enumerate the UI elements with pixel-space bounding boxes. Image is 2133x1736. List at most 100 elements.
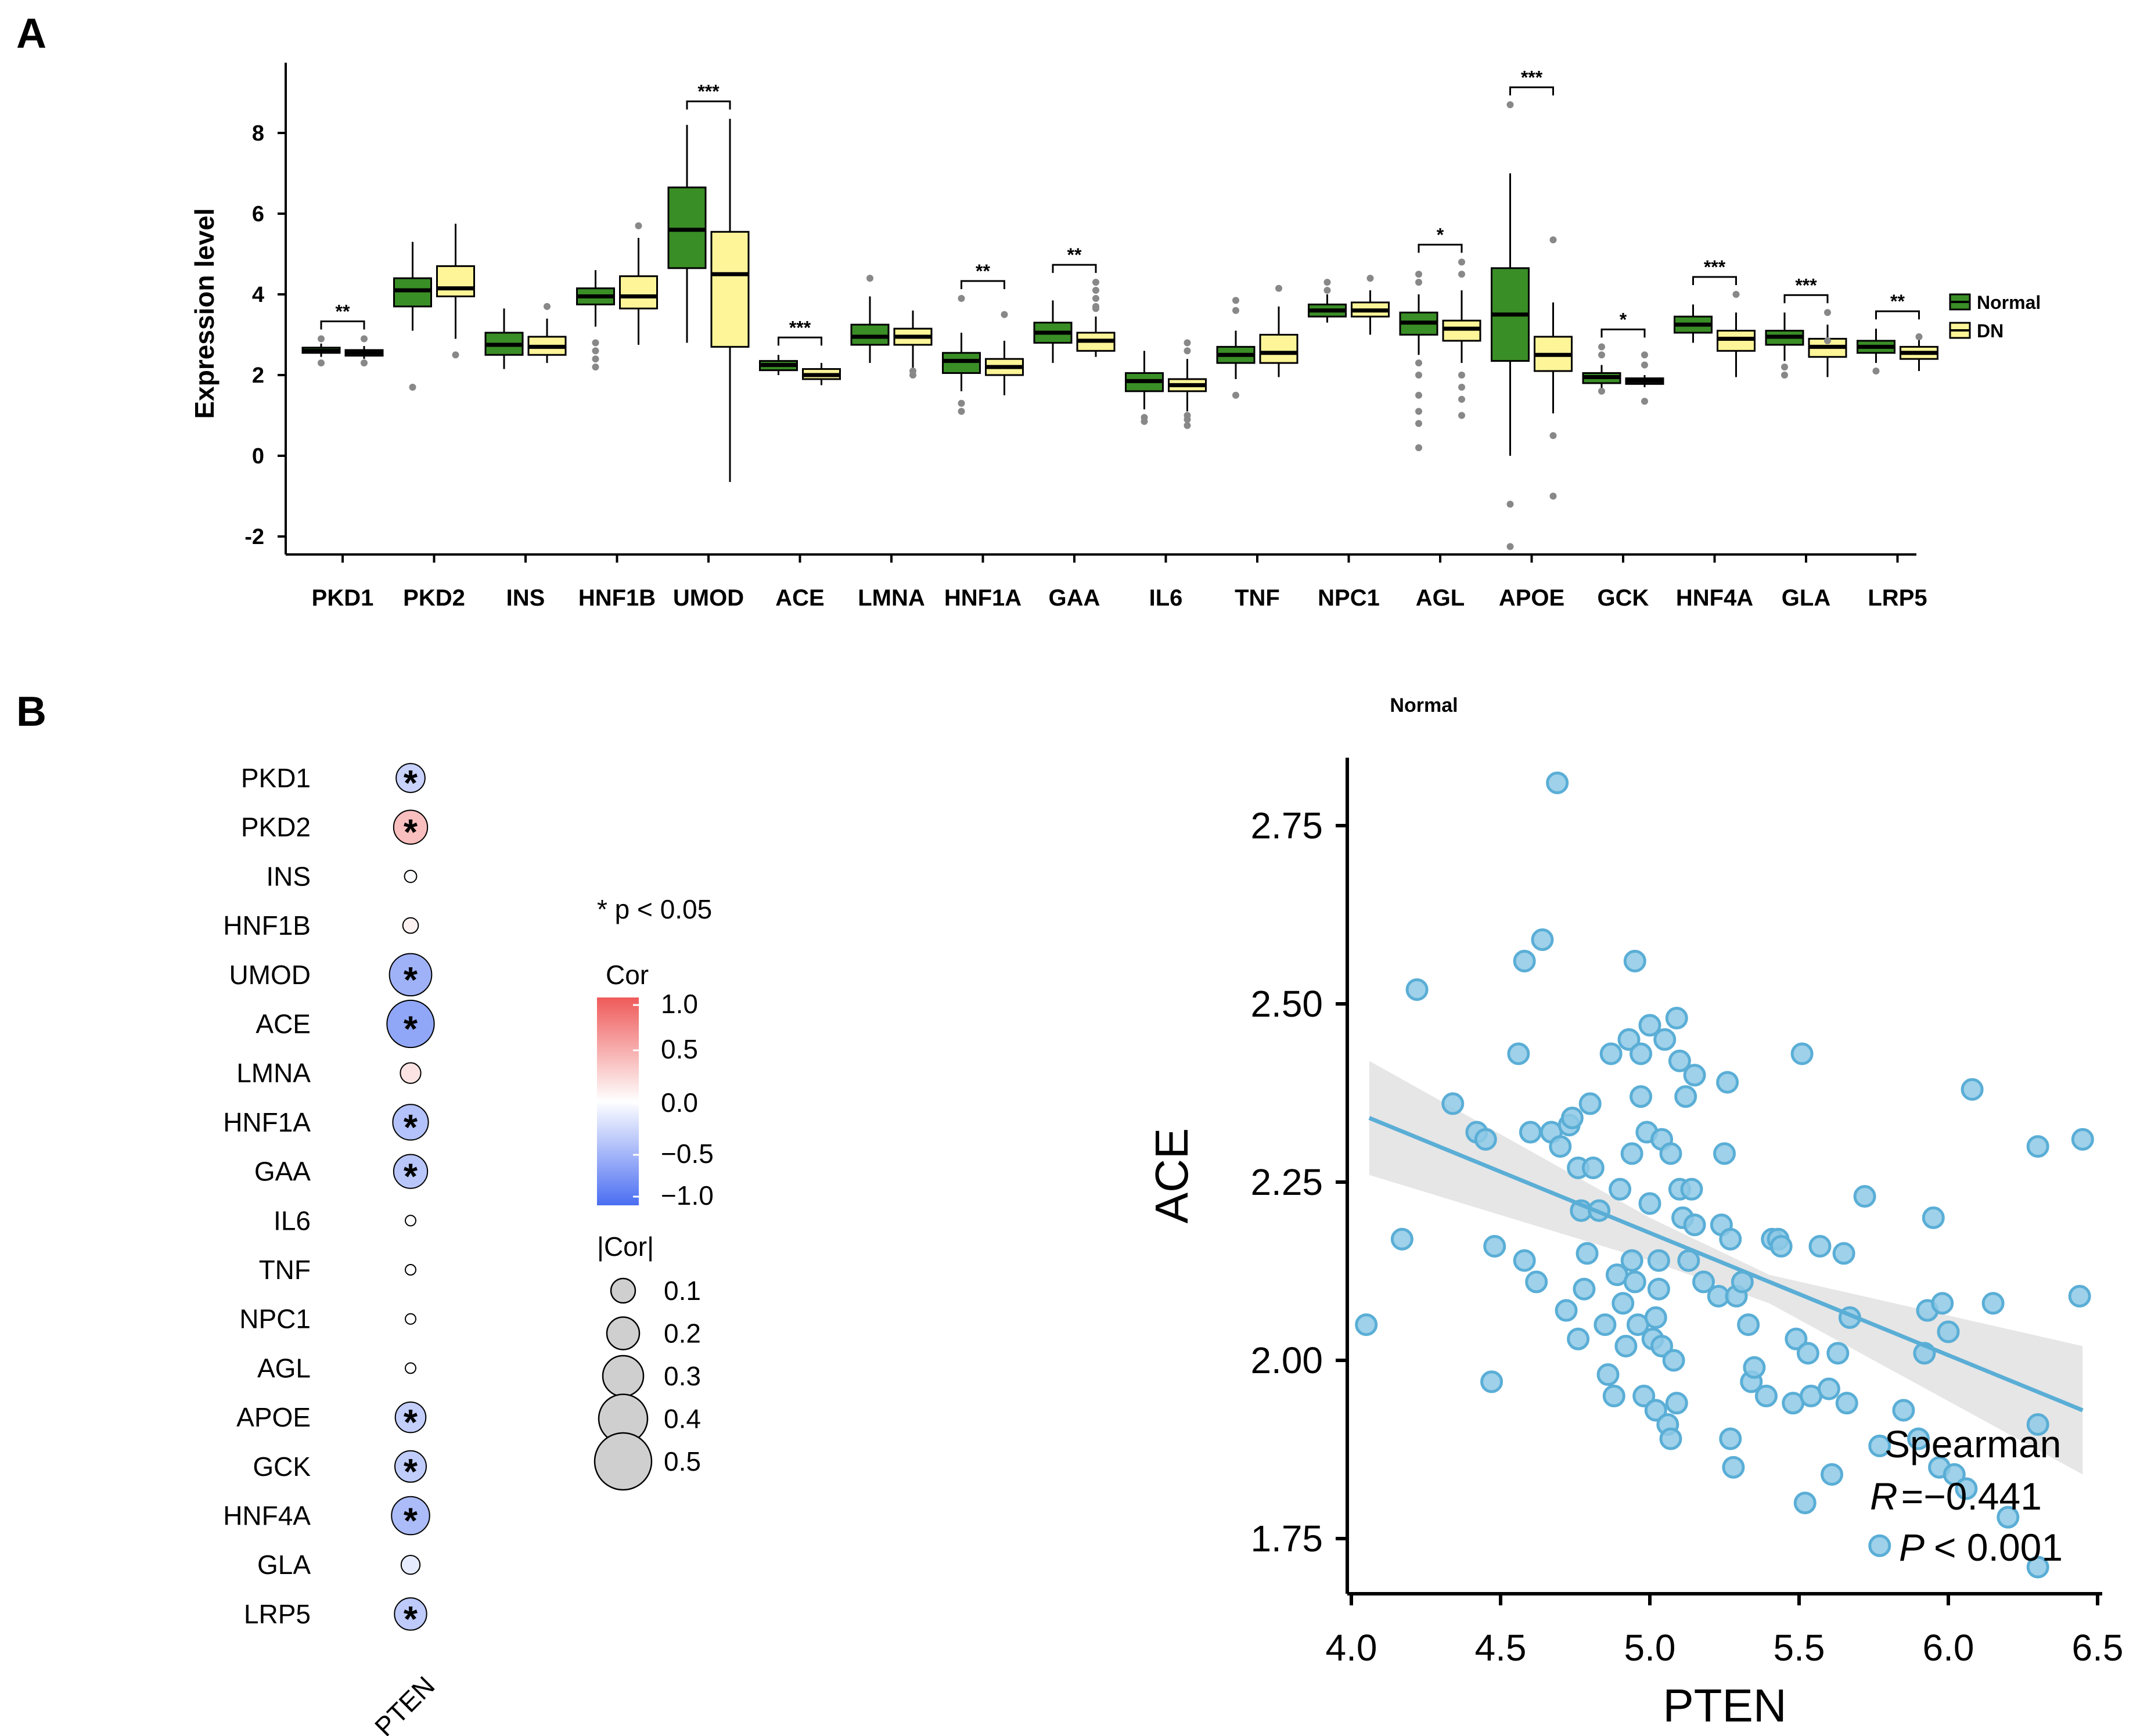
row-label: GCK: [253, 1452, 311, 1482]
scatter-point: [1623, 949, 1646, 973]
x-tick-label: 5.0: [1624, 1627, 1676, 1669]
correlation-dot: [391, 1496, 430, 1536]
x-tick-label: HNF1B: [578, 585, 656, 611]
scatter-point: [1665, 1392, 1688, 1415]
outlier-point: [1184, 347, 1191, 355]
color-tick-label: 0.5: [661, 1034, 698, 1064]
y-tick-label: 4: [252, 283, 264, 307]
scatter-x-axis-title: PTEN: [1663, 1680, 1786, 1731]
outlier-point: [866, 275, 873, 282]
size-legend-label: 0.3: [664, 1361, 701, 1391]
row-label: PKD1: [241, 763, 311, 793]
scatter-point: [1659, 1142, 1682, 1165]
row-label: HNF1B: [223, 910, 311, 941]
outlier-point: [1458, 258, 1465, 266]
x-tick-label: ACE: [775, 585, 824, 611]
outlier-point: [1415, 279, 1422, 286]
outlier-point: [1415, 420, 1422, 427]
scatter-point: [1638, 1014, 1661, 1037]
outlier-point: [452, 351, 459, 359]
outlier-point: [1872, 368, 1880, 375]
correlation-dot: [392, 1104, 429, 1141]
method-label: Spearman: [1884, 1422, 2062, 1465]
outlier-point: [1458, 395, 1465, 403]
scatter-point: [1716, 1071, 1739, 1094]
scatter-point: [1808, 1235, 1832, 1258]
x-tick-label: 6.5: [2072, 1627, 2124, 1669]
significance-bracket: [778, 336, 822, 346]
outlier-point: [1506, 500, 1514, 508]
outlier-point: [409, 383, 416, 391]
outlier-point: [909, 368, 916, 375]
scatter-point: [1650, 1334, 1674, 1357]
outlier-point: [1458, 372, 1465, 379]
color-tick-label: 0.0: [661, 1087, 698, 1118]
y-tick-label: 2.00: [1250, 1339, 1323, 1381]
significance-star: *: [404, 813, 418, 853]
outlier-point: [1232, 297, 1239, 304]
scatter-point: [1981, 1292, 2005, 1315]
scatter-point: [1480, 1370, 1503, 1393]
significance-note: * p < 0.05: [597, 894, 712, 924]
scatter-point: [1719, 1427, 1742, 1450]
scatter-point: [1507, 1042, 1530, 1065]
correlation-dot: [395, 763, 426, 793]
outlier-point: [1506, 543, 1514, 550]
scatter-point: [1525, 1270, 1548, 1294]
outlier-point: [1824, 337, 1831, 344]
scatter-point: [1474, 1128, 1497, 1151]
box-normal: [484, 308, 524, 369]
scatter-point: [2068, 1284, 2091, 1308]
x-tick-label: GLA: [1782, 585, 1830, 611]
significance-stars: **: [336, 301, 350, 322]
x-tick-label: PKD2: [403, 585, 465, 611]
outlier-point: [1598, 387, 1605, 395]
box-normal: [1125, 351, 1164, 425]
p-value: < 0.001: [1934, 1526, 2063, 1569]
x-tick-label: UMOD: [673, 585, 744, 611]
box-dn: [893, 310, 933, 379]
panel-b-label: B: [16, 689, 46, 735]
row-label: IL6: [274, 1205, 311, 1236]
outlier-point: [1323, 279, 1331, 286]
scatter-point: [1769, 1235, 1793, 1258]
row-label: GAA: [254, 1157, 311, 1187]
box-dn: [710, 118, 750, 482]
significance-star: *: [404, 1600, 418, 1640]
scatter-point: [1647, 1249, 1670, 1272]
significance-stars: *: [1437, 224, 1444, 245]
scatter-point: [1630, 1085, 1653, 1108]
outlier-point: [1092, 279, 1099, 286]
scatter-point: [1620, 1142, 1643, 1165]
outlier-point: [1598, 343, 1605, 351]
box-normal: [1033, 300, 1073, 363]
outlier-point: [1184, 422, 1191, 429]
outlier-point: [1549, 236, 1557, 244]
row-label: TNF: [259, 1255, 311, 1285]
row-label: LMNA: [236, 1058, 311, 1088]
significance-stars: *: [1620, 309, 1627, 330]
outlier-point: [1915, 333, 1923, 340]
panel-a-label: A: [16, 10, 46, 57]
scatter-point: [1955, 1477, 1978, 1500]
row-label: UMOD: [229, 960, 311, 990]
scatter-point: [1692, 1270, 1715, 1294]
row-label: LRP5: [244, 1599, 311, 1629]
x-tick-label: GCK: [1598, 585, 1649, 611]
significance-stars: ***: [789, 317, 811, 338]
correlation-dot: [394, 1450, 427, 1483]
size-legend-label: 0.4: [664, 1404, 701, 1434]
scatter-point: [1680, 1177, 1703, 1201]
scatter-point: [1581, 1156, 1605, 1179]
r-label: R: [1870, 1475, 1898, 1518]
significance-stars: ***: [1704, 257, 1726, 278]
x-tick-label: 4.5: [1475, 1627, 1527, 1669]
outlier-point: [635, 222, 642, 229]
box-body: [1259, 334, 1298, 364]
significance-star: *: [404, 1108, 418, 1148]
scatter-point: [1961, 1078, 1984, 1101]
scatter-point: [1754, 1384, 1778, 1407]
color-legend-title: Cor: [606, 960, 649, 990]
scatter-point: [1922, 1206, 1945, 1229]
row-label: AGL: [257, 1353, 311, 1383]
